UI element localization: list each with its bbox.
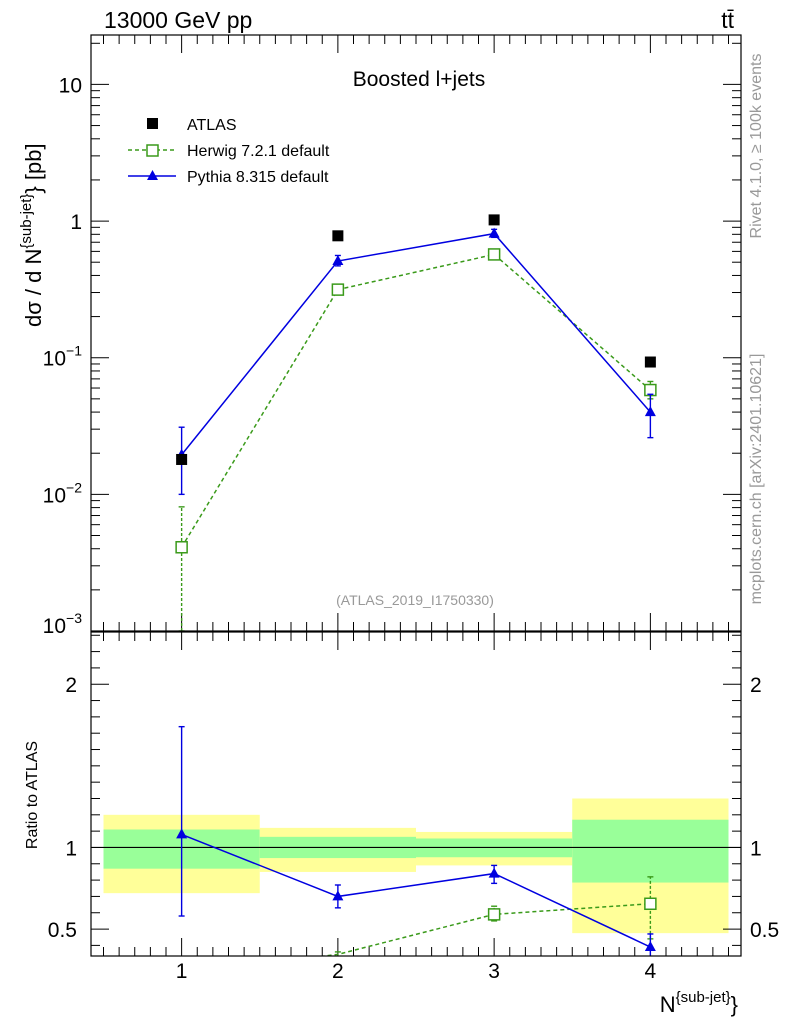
main-y-label-main: dσ / d N (21, 249, 46, 327)
main-panel: 10−3 10−2 10−1 1 10 Boosted l+jets (ATLAS_20… (18, 34, 742, 638)
pythia-main-point (644, 406, 656, 417)
main-title: Boosted l+jets (353, 68, 486, 91)
x-tick-label: 1 (176, 960, 188, 983)
atlas-main-point (488, 214, 500, 226)
x-axis-label-main: N (660, 992, 676, 1017)
legend-pythia-label: Pythia 8.315 default (187, 169, 329, 186)
legend-herwig-label: Herwig 7.2.1 default (187, 143, 330, 160)
ratio-y-label: Ratio to ATLAS (24, 741, 41, 849)
herwig-main-point (331, 283, 345, 296)
pythia-main-point (488, 227, 500, 238)
ratio-y-tick-label-left: 1 (65, 837, 77, 860)
legend-herwig-marker (146, 144, 159, 157)
rivet-label: Rivet 4.1.0, ≥ 100k events (748, 54, 765, 239)
atlas-main-point (644, 356, 656, 368)
main-y-tick-label: 10−3 (43, 610, 83, 638)
ratio-panel: 0.5 0.5 1 1 2 2 1 2 3 4 Ratio to ATLAS N{sub-jet}… (24, 631, 779, 1017)
main-y-label: dσ / d N{sub-jet}} [pb] (18, 143, 46, 327)
atlas-main-point (176, 453, 188, 465)
main-series (175, 214, 657, 631)
pythia-ratio-point (332, 890, 344, 901)
x-tick-label: 2 (332, 960, 344, 983)
pythia-ratio-point (488, 867, 500, 878)
main-frame (90, 34, 742, 632)
atlas-main-point (332, 230, 344, 242)
main-y-tick-label: 10−2 (43, 479, 83, 507)
legend-entry-pythia: Pythia 8.315 default (128, 169, 329, 186)
x-axis-label: N{sub-jet}} (660, 989, 738, 1017)
ratio-frame (90, 631, 742, 957)
legend-pythia-marker (147, 170, 158, 180)
process-label: tt̄ (721, 7, 734, 33)
ratio-ticks: 0.5 0.5 1 1 2 2 1 2 3 4 (48, 632, 779, 983)
pythia-ratio-point (644, 941, 656, 952)
herwig-ratio-point (487, 908, 501, 921)
main-y-tick-label: 10−1 (43, 343, 83, 371)
ratio-series (176, 725, 657, 956)
legend-atlas-label: ATLAS (187, 117, 237, 134)
pythia-main-line (181, 232, 651, 456)
herwig-main-line (180, 253, 651, 548)
energy-label: 13000 GeV pp (104, 7, 252, 33)
ratio-y-tick-label-right: 0.5 (750, 919, 779, 942)
ratio-y-tick-label-right: 2 (750, 674, 762, 697)
legend-atlas-marker (147, 118, 158, 129)
herwig-ratio-line (317, 903, 651, 956)
legend: ATLAS Herwig 7.2.1 default Pythia 8.315 … (128, 117, 330, 186)
legend-entry-herwig: Herwig 7.2.1 default (128, 143, 330, 160)
herwig-main-point (175, 541, 188, 554)
herwig-ratio-point (644, 897, 657, 911)
x-tick-label: 4 (645, 960, 657, 983)
main-y-ticks: 10−3 10−2 10−1 1 10 (43, 35, 741, 638)
main-y-label-sup: {sub-jet} (18, 194, 35, 249)
ratio-y-tick-label-right: 1 (750, 837, 762, 860)
main-y-tick-label: 1 (70, 211, 82, 234)
x-axis-label-sup: {sub-jet} (676, 989, 731, 1006)
main-y-tick-label: 10 (59, 74, 82, 97)
ratio-bands (91, 798, 741, 934)
analysis-id: (ATLAS_2019_I1750330) (336, 592, 494, 608)
mcplots-label: mcplots.cern.ch [arXiv:2401.10621] (748, 354, 765, 605)
ratio-band-inner (572, 819, 729, 883)
main-y-label-tail: } [pb] (21, 143, 46, 193)
x-tick-label: 3 (488, 960, 500, 983)
herwig-main-point (487, 248, 501, 261)
pythia-main-point (332, 255, 344, 266)
pythia-ratio-point (176, 828, 188, 839)
ratio-y-tick-label-left: 0.5 (48, 919, 77, 942)
ratio-y-tick-label-left: 2 (65, 674, 77, 697)
x-axis-label-tail: } (731, 992, 738, 1017)
pythia-ratio-line (181, 833, 651, 948)
legend-entry-atlas: ATLAS (147, 117, 237, 134)
